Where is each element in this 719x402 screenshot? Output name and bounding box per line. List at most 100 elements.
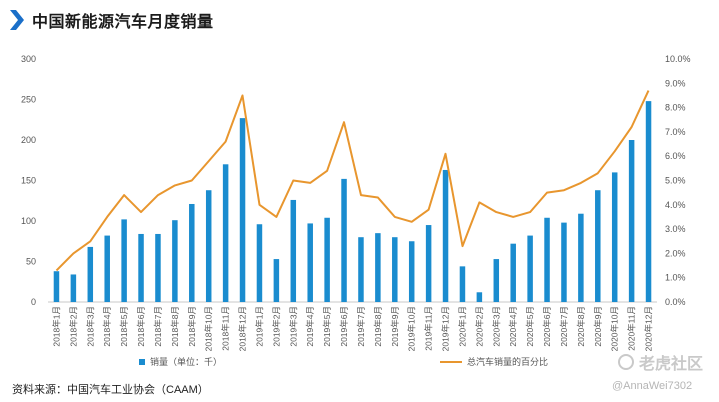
bar	[189, 203, 195, 302]
x-tick-label: 2018年12月	[238, 306, 248, 351]
legend-line-label: 总汽车销量的百分比	[467, 357, 549, 367]
y-right-tick-label: 1.0%	[665, 273, 686, 283]
line-series	[55, 90, 650, 272]
y-left-tick-label: 250	[21, 95, 36, 105]
watermark-logo-text: 老虎社区	[639, 356, 704, 373]
x-tick-label: 2018年7月	[153, 306, 163, 347]
bar	[561, 222, 567, 302]
bar	[578, 213, 584, 302]
bar	[527, 235, 533, 302]
bar	[611, 172, 618, 302]
legend-bar: 销量（单位：千）	[139, 355, 222, 368]
x-tick-label: 2019年12月	[441, 306, 451, 351]
bar	[138, 233, 144, 302]
y-right-tick-label: 8.0%	[665, 103, 686, 113]
y-right-tick-label: 2.0%	[665, 248, 686, 258]
source-note: 资料来源：中国汽车工业协会（CAAM）	[12, 384, 209, 396]
bar	[290, 199, 297, 302]
x-tick-label: 2018年10月	[204, 306, 214, 351]
y-right-tick-label: 3.0%	[665, 224, 686, 234]
y-right-tick-label: 10.0%	[665, 54, 691, 64]
legend-bar-swatch	[139, 358, 145, 365]
y-right-tick-label: 4.0%	[665, 200, 686, 210]
bar	[595, 190, 601, 302]
x-tick-label: 2018年4月	[102, 306, 112, 347]
x-tick-label: 2020年3月	[491, 306, 501, 347]
bar	[222, 164, 229, 302]
x-tick-label: 2019年6月	[339, 306, 349, 347]
x-tick-label: 2019年2月	[271, 306, 281, 347]
x-tick-label: 2018年5月	[119, 306, 129, 347]
bar	[256, 224, 263, 302]
bar	[341, 178, 347, 302]
chart-header: 中国新能源汽车月度销量	[10, 9, 214, 31]
tiger-logo-icon	[618, 354, 634, 370]
bar	[408, 241, 415, 302]
y-right-tick-label: 5.0%	[665, 176, 686, 186]
bar	[70, 274, 77, 302]
bar	[87, 246, 94, 302]
bar	[425, 225, 432, 302]
y-right-tick-label: 7.0%	[665, 127, 686, 137]
x-tick-label: 2020年10月	[610, 306, 620, 351]
watermark-logo: 老虎社区	[618, 350, 703, 374]
x-tick-label: 2020年9月	[593, 306, 603, 347]
bar	[544, 217, 550, 302]
x-tick-label: 2020年2月	[474, 306, 484, 347]
x-tick-label: 2018年2月	[68, 306, 78, 347]
y-right-tick-label: 0.0%	[665, 297, 686, 307]
bar	[155, 233, 161, 302]
x-tick-label: 2020年5月	[525, 306, 535, 347]
x-tick-label: 2020年1月	[457, 306, 467, 347]
bar	[392, 237, 398, 302]
bar	[645, 101, 652, 303]
bar	[53, 271, 60, 302]
x-tick-label: 2019年7月	[356, 306, 366, 347]
bar	[121, 219, 127, 302]
bar	[442, 169, 449, 302]
bar	[324, 217, 330, 302]
x-tick-label: 2020年7月	[559, 306, 569, 347]
bar	[172, 220, 178, 302]
legend-line: 总汽车销量的百分比	[440, 355, 548, 368]
bar	[476, 292, 483, 302]
x-tick-label: 2019年1月	[254, 306, 264, 347]
bar	[273, 259, 280, 302]
bar	[205, 190, 212, 302]
x-tick-label: 2019年9月	[390, 306, 400, 347]
x-tick-label: 2018年8月	[170, 306, 180, 347]
x-tick-label: 2018年6月	[136, 306, 146, 347]
bar	[104, 235, 110, 302]
bar	[510, 243, 516, 302]
x-tick-label: 2020年12月	[644, 306, 654, 351]
x-tick-label: 2018年1月	[51, 306, 61, 347]
bar	[307, 223, 313, 302]
x-tick-label: 2019年3月	[288, 306, 298, 347]
x-tick-label: 2020年8月	[576, 306, 586, 347]
bar	[375, 233, 381, 302]
y-left-tick-label: 300	[21, 54, 36, 64]
x-tick-label: 2018年11月	[221, 306, 231, 351]
x-tick-label: 2018年9月	[187, 306, 197, 347]
watermark-user: @AnnaWei7302	[612, 380, 693, 392]
y-right-tick-label: 6.0%	[665, 151, 686, 161]
x-tick-label: 2019年4月	[305, 306, 315, 347]
x-tick-label: 2019年10月	[407, 306, 417, 351]
y-left-tick-label: 200	[21, 135, 36, 145]
y-left-tick-label: 0	[31, 297, 36, 307]
bar	[628, 140, 635, 302]
bar	[493, 259, 500, 302]
y-left-tick-label: 150	[21, 176, 36, 186]
bar	[239, 118, 246, 302]
x-tick-label: 2020年11月	[627, 306, 637, 351]
y-left-tick-label: 50	[26, 257, 36, 267]
legend-line-swatch	[440, 360, 462, 363]
x-tick-label: 2019年8月	[373, 306, 383, 347]
y-left-tick-label: 100	[21, 216, 36, 226]
bar	[459, 266, 466, 302]
chart-title: 中国新能源汽车月度销量	[32, 14, 214, 31]
y-right-tick-label: 9.0%	[665, 78, 686, 88]
chevron-right-icon	[10, 10, 24, 30]
x-tick-label: 2019年5月	[322, 306, 332, 347]
x-tick-label: 2020年4月	[508, 306, 518, 347]
